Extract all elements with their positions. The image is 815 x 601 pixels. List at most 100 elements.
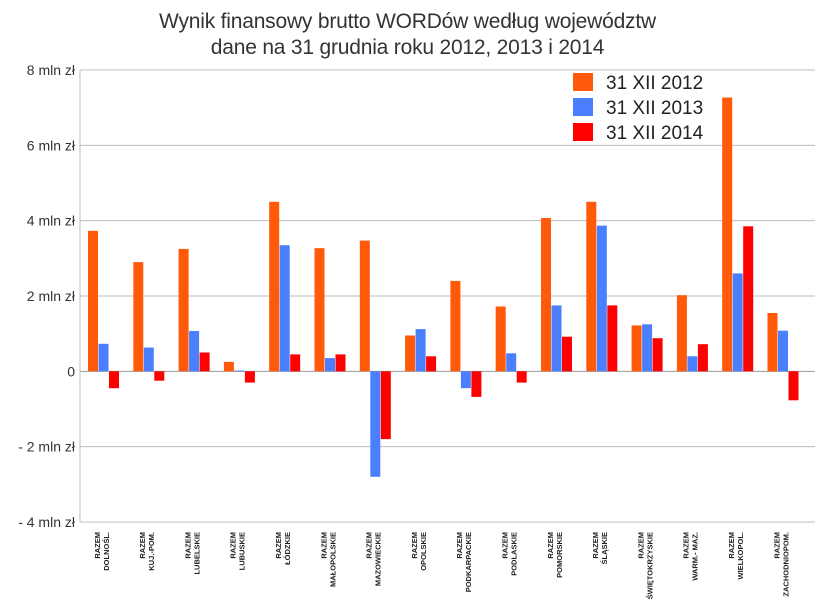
- bar-31-xii-2013-8: [460, 371, 471, 389]
- bar-31-xii-2014-13: [697, 344, 708, 372]
- x-tick-label: ŁÓDZKIE: [283, 532, 292, 565]
- x-tick-label: RAZEM: [772, 532, 781, 559]
- x-tick-label: ZACHODNIOPOM.: [781, 532, 790, 597]
- bar-31-xii-2012-12: [631, 325, 642, 372]
- x-tick-label: RAZEM: [546, 532, 555, 559]
- gridlines: [79, 69, 815, 523]
- y-tick-label: - 2 mln zł: [18, 439, 76, 455]
- bar-31-xii-2014-4: [290, 354, 301, 372]
- x-tick-label: RAZEM: [138, 532, 147, 559]
- bar-31-xii-2012-15: [767, 313, 778, 372]
- bar-31-xii-2013-15: [778, 330, 788, 372]
- x-tick-label: RAZEM: [183, 532, 192, 559]
- x-tick-label: LUBUSKIE: [238, 532, 247, 570]
- bar-31-xii-2012-8: [450, 280, 461, 372]
- bar-31-xii-2014-6: [380, 371, 391, 440]
- bar-31-xii-2013-6: [370, 371, 381, 477]
- bar-31-xii-2012-14: [722, 97, 733, 372]
- x-tick-label: RAZEM: [500, 532, 509, 559]
- bar-31-xii-2014-1: [154, 371, 165, 381]
- y-axis: 8 mln zł 6 mln zł 4 mln zł 2 mln zł 0 - 2 mln…: [18, 62, 76, 530]
- x-tick-label: ŚWIĘTOKRZYSKIE: [645, 532, 654, 599]
- bar-31-xii-2012-11: [586, 201, 597, 372]
- x-tick-label: OPOLSKIE: [419, 532, 428, 571]
- bar-31-xii-2013-11: [596, 225, 607, 372]
- bar-31-xii-2014-14: [743, 226, 754, 372]
- y-tick-label: 8 mln zł: [27, 62, 76, 78]
- x-tick-label: POMORSKIE: [555, 532, 564, 578]
- x-tick-label: WARM.- MAZ.: [691, 532, 700, 581]
- y-tick-label: 2 mln zł: [27, 288, 76, 304]
- chart-title: Wynik finansowy brutto WORDów według woj…: [159, 10, 656, 33]
- bar-31-xii-2013-0: [98, 343, 109, 372]
- bars: [88, 97, 799, 477]
- bar-31-xii-2014-15: [788, 371, 799, 401]
- bar-31-xii-2012-9: [495, 306, 506, 372]
- x-tick-label: KUJ.-POM.: [147, 532, 156, 571]
- bar-31-xii-2013-10: [551, 305, 562, 372]
- bar-31-xii-2012-4: [269, 201, 280, 372]
- x-tick-label: RAZEM: [636, 532, 645, 559]
- bar-31-xii-2013-9: [506, 353, 517, 372]
- legend-swatch: [573, 73, 593, 91]
- bar-31-xii-2013-12: [642, 324, 653, 372]
- x-axis: RAZEM DOLNOŚL. RAZEM KUJ.-POM. RAZEM LUBELSKI…: [93, 532, 791, 599]
- legend-label: 31 XII 2013: [606, 98, 703, 119]
- legend: 31 XII 2012 31 XII 2013 31 XII 2014: [573, 73, 704, 144]
- bar-31-xii-2012-0: [88, 230, 98, 372]
- bar-31-xii-2013-2: [189, 331, 200, 372]
- x-tick-label: PODKARPACKIE: [464, 532, 473, 592]
- x-tick-label: RAZEM: [365, 532, 374, 559]
- x-tick-label: LUBELSKIE: [192, 532, 201, 575]
- x-tick-label: RAZEM: [229, 532, 238, 559]
- legend-swatch: [573, 98, 593, 116]
- x-tick-label: RAZEM: [93, 532, 102, 559]
- bar-31-xii-2014-5: [335, 354, 346, 372]
- x-tick-label: MAŁOPOLSKIE: [328, 532, 337, 587]
- bar-31-xii-2013-5: [325, 358, 335, 372]
- x-tick-label: PODLASKIE: [509, 532, 518, 576]
- bar-31-xii-2013-1: [143, 347, 154, 372]
- x-tick-label: RAZEM: [455, 532, 464, 559]
- bar-31-xii-2013-13: [687, 356, 698, 372]
- bar-31-xii-2014-8: [471, 371, 482, 397]
- x-tick-label: MAZOWIECKIE: [374, 532, 383, 586]
- x-tick-label: RAZEM: [727, 532, 736, 559]
- bar-31-xii-2014-11: [607, 305, 618, 372]
- bar-31-xii-2014-0: [109, 371, 119, 389]
- x-tick-label: DOLNOŚL.: [102, 532, 111, 571]
- bar-31-xii-2014-3: [244, 371, 255, 383]
- y-tick-label: 0: [67, 363, 75, 379]
- y-tick-label: - 4 mln zł: [18, 514, 76, 530]
- x-tick-label: RAZEM: [682, 532, 691, 559]
- chart-subtitle: dane na 31 grudnia roku 2012, 2013 i 201…: [210, 36, 605, 59]
- y-tick-label: 4 mln zł: [27, 213, 76, 229]
- bar-31-xii-2014-12: [652, 338, 663, 372]
- bar-31-xii-2014-7: [426, 356, 437, 372]
- bar-31-xii-2012-5: [314, 248, 325, 372]
- bar-31-xii-2012-10: [541, 218, 551, 372]
- legend-label: 31 XII 2014: [606, 123, 704, 144]
- bar-31-xii-2012-6: [359, 240, 370, 372]
- x-tick-label: RAZEM: [591, 532, 600, 559]
- bar-31-xii-2013-14: [732, 273, 743, 372]
- bar-31-xii-2014-9: [516, 371, 527, 383]
- bar-31-xii-2014-10: [562, 336, 572, 372]
- bar-31-xii-2014-2: [199, 352, 210, 372]
- bar-31-xii-2013-4: [279, 245, 290, 372]
- bar-31-xii-2012-1: [133, 262, 144, 372]
- bar-31-xii-2012-13: [676, 295, 687, 372]
- x-tick-label: ŚLĄSKIE: [600, 532, 609, 565]
- x-tick-label: RAZEM: [410, 532, 419, 559]
- x-tick-label: WIELKOPOL.: [736, 532, 745, 580]
- bar-31-xii-2012-3: [223, 361, 234, 372]
- legend-swatch: [573, 123, 593, 141]
- x-tick-label: RAZEM: [319, 532, 328, 559]
- bar-31-xii-2012-2: [178, 248, 189, 372]
- legend-label: 31 XII 2012: [606, 73, 703, 94]
- bar-31-xii-2013-7: [415, 329, 426, 372]
- x-tick-label: RAZEM: [274, 532, 283, 559]
- bar-31-xii-2012-7: [405, 335, 416, 372]
- y-tick-label: 6 mln zł: [27, 137, 76, 153]
